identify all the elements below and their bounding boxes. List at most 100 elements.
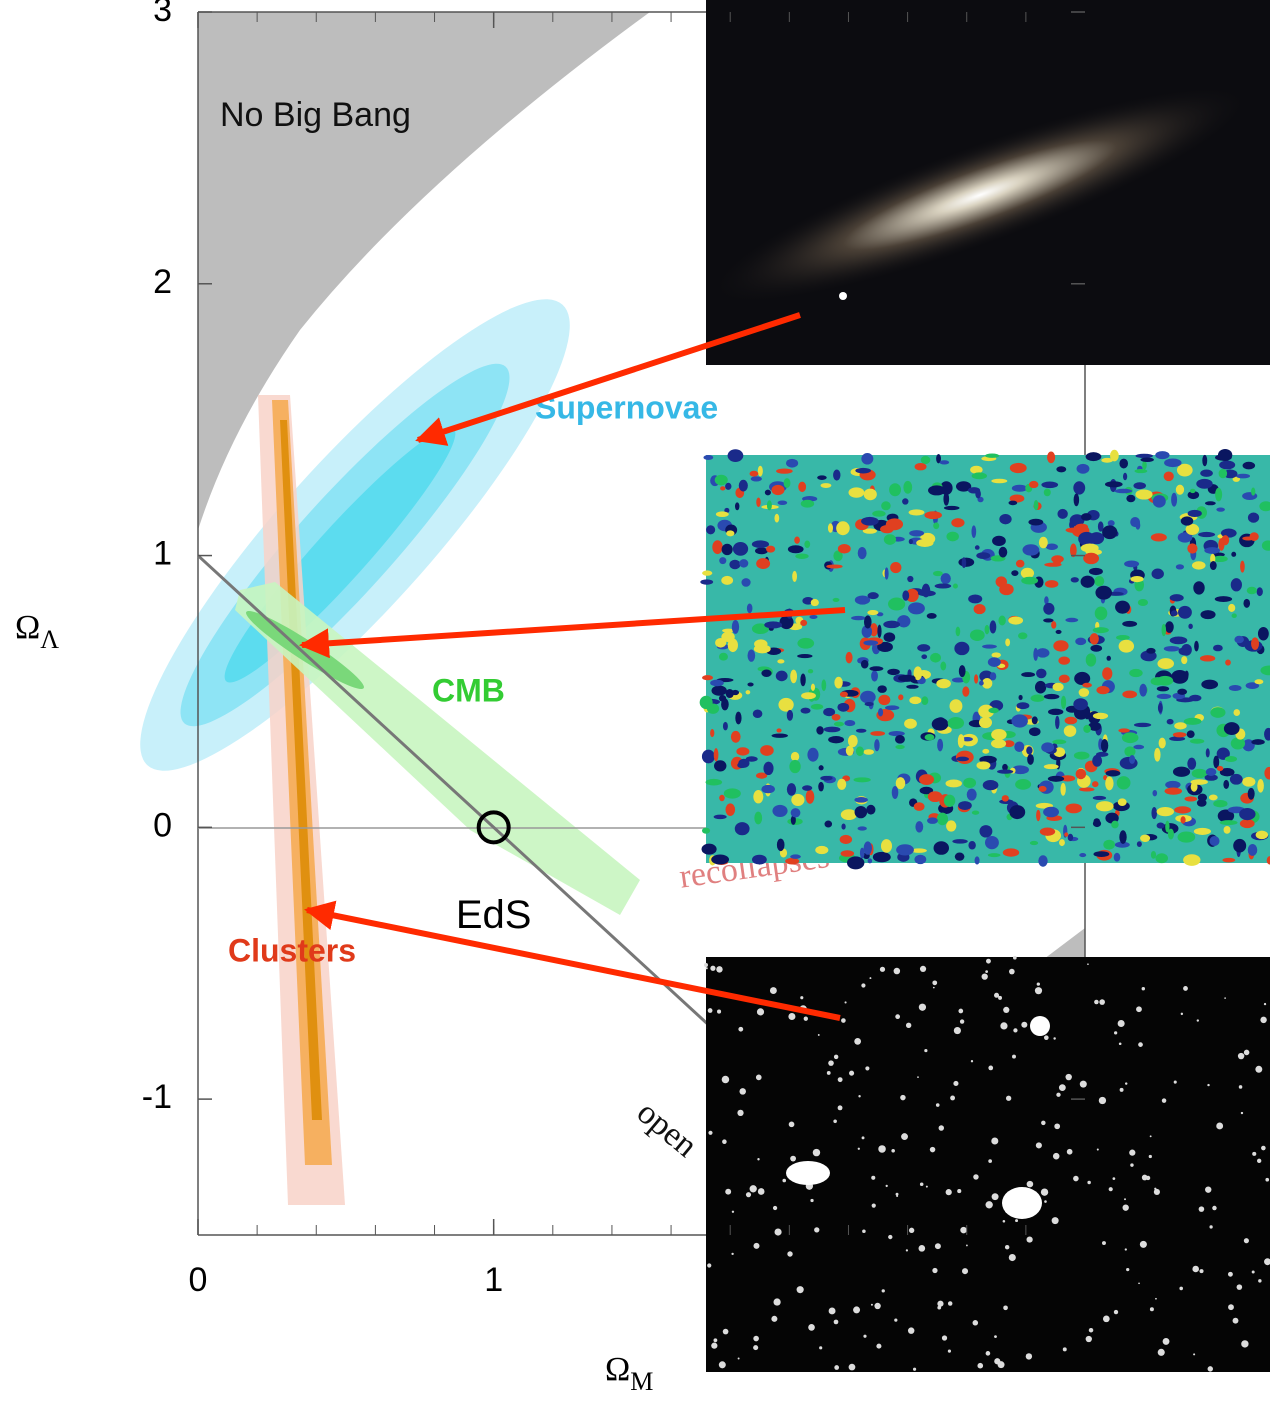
cmb-spot [1232, 613, 1237, 618]
cmb-spot [937, 813, 948, 826]
cmb-spot [1048, 709, 1063, 715]
cmb-spot [1243, 462, 1256, 470]
cmb-spot [1155, 451, 1169, 459]
cmb-spot [976, 552, 990, 559]
cmb-spot [722, 544, 733, 555]
cmb-spot [979, 717, 992, 728]
cmb-spot [1119, 459, 1128, 469]
cmb-spot [1174, 722, 1187, 729]
cluster-galaxy [819, 1346, 822, 1349]
cmb-spot [1081, 544, 1099, 553]
cmb-spot [1135, 489, 1152, 499]
cluster-galaxy [1255, 1066, 1262, 1073]
cluster-galaxy [738, 1358, 740, 1360]
cluster-galaxy [1065, 1074, 1071, 1080]
cmb-spot [1123, 473, 1127, 480]
cmb-spot [1181, 656, 1187, 664]
cmb-spot [1204, 547, 1220, 554]
cmb-spot [1157, 823, 1165, 829]
cmb-spot [1044, 489, 1051, 497]
cmb-spot [772, 485, 785, 495]
cluster-galaxy [1224, 997, 1226, 999]
cmb-spot [1225, 756, 1237, 762]
cmb-spot [1167, 719, 1174, 725]
cmb-spot [985, 836, 999, 849]
cmb-spot [1138, 599, 1148, 606]
cmb-spot [1093, 851, 1109, 857]
cluster-galaxy [719, 1361, 726, 1368]
cmb-spot [884, 632, 896, 642]
cluster-galaxy [988, 1066, 993, 1071]
cmb-spot [1165, 781, 1180, 789]
cmb-spot [767, 500, 772, 510]
cmb-spot [777, 839, 785, 852]
cmb-spot [848, 487, 864, 497]
cluster-galaxy [1114, 1310, 1118, 1314]
cmb-spot [723, 722, 728, 731]
cluster-galaxy [869, 977, 871, 979]
cmb-spot [748, 649, 756, 661]
cmb-spot [1215, 596, 1232, 602]
y-label-main: Ω [15, 609, 40, 646]
cluster-galaxy [1163, 1338, 1170, 1345]
cmb-spot [1192, 561, 1206, 569]
cluster-galaxy [1212, 1206, 1216, 1210]
cmb-spot [1171, 493, 1177, 507]
cmb-spot [1152, 790, 1157, 796]
cluster-galaxy [773, 1298, 780, 1305]
cluster-galaxy [1228, 1272, 1233, 1277]
cluster-galaxy [797, 1286, 804, 1293]
cmb-spot [1056, 466, 1066, 472]
cmb-spot [909, 539, 913, 544]
cmb-spot [932, 718, 949, 731]
cmb-spot [760, 745, 774, 756]
chart: EdSNo Big BangSupernovaeCMBClustersrecol… [0, 0, 1270, 1398]
cmb-spot [906, 685, 918, 689]
cmb-spot [860, 691, 876, 704]
cluster-galaxy [960, 1019, 964, 1023]
cluster-galaxy [1109, 1187, 1113, 1191]
cmb-spot [750, 471, 759, 477]
annotation: open [630, 1094, 704, 1165]
cmb-spot [999, 514, 1011, 524]
cmb-spot [1210, 707, 1225, 718]
supernova-star [839, 292, 847, 300]
cmb-spot [1200, 470, 1213, 477]
cmb-spot [1251, 488, 1255, 496]
cmb-spot [1258, 627, 1269, 641]
cmb-spot [711, 686, 726, 696]
cmb-spot [919, 774, 934, 785]
cmb-spot [1220, 820, 1238, 825]
cmb-spot [1012, 485, 1028, 492]
cluster-galaxy [753, 1243, 759, 1249]
cmb-spot [1075, 638, 1086, 645]
cmb-spot [930, 653, 941, 663]
cmb-spot [719, 557, 726, 564]
cluster-galaxy [707, 1263, 711, 1267]
cmb-spot [1129, 755, 1135, 764]
cmb-spot [1158, 703, 1163, 713]
cmb-spot [714, 748, 719, 761]
cmb-spot [1193, 581, 1204, 594]
cmb-spot [976, 761, 990, 769]
cmb-spot [935, 584, 952, 589]
cmb-spot [1082, 683, 1092, 688]
cmb-spot [815, 846, 828, 854]
cmb-spot [715, 475, 728, 486]
cluster-galaxy [901, 1133, 908, 1140]
cmb-spot [1047, 452, 1055, 464]
cmb-spot [1016, 560, 1025, 568]
cluster-galaxy [1103, 1315, 1110, 1322]
cmb-spot [1103, 840, 1115, 850]
cmb-spot [1187, 730, 1195, 738]
cmb-spot [1118, 798, 1127, 806]
cmb-spot [975, 489, 981, 498]
cmb-spot [1189, 695, 1201, 701]
cmb-spot [944, 795, 955, 807]
cmb-spot [909, 697, 921, 705]
cmb-spot [1105, 481, 1123, 487]
cluster-galaxy [894, 968, 901, 975]
cmb-spot [1061, 696, 1066, 709]
cluster-galaxy [930, 1147, 935, 1152]
cluster-galaxy [818, 1034, 820, 1036]
